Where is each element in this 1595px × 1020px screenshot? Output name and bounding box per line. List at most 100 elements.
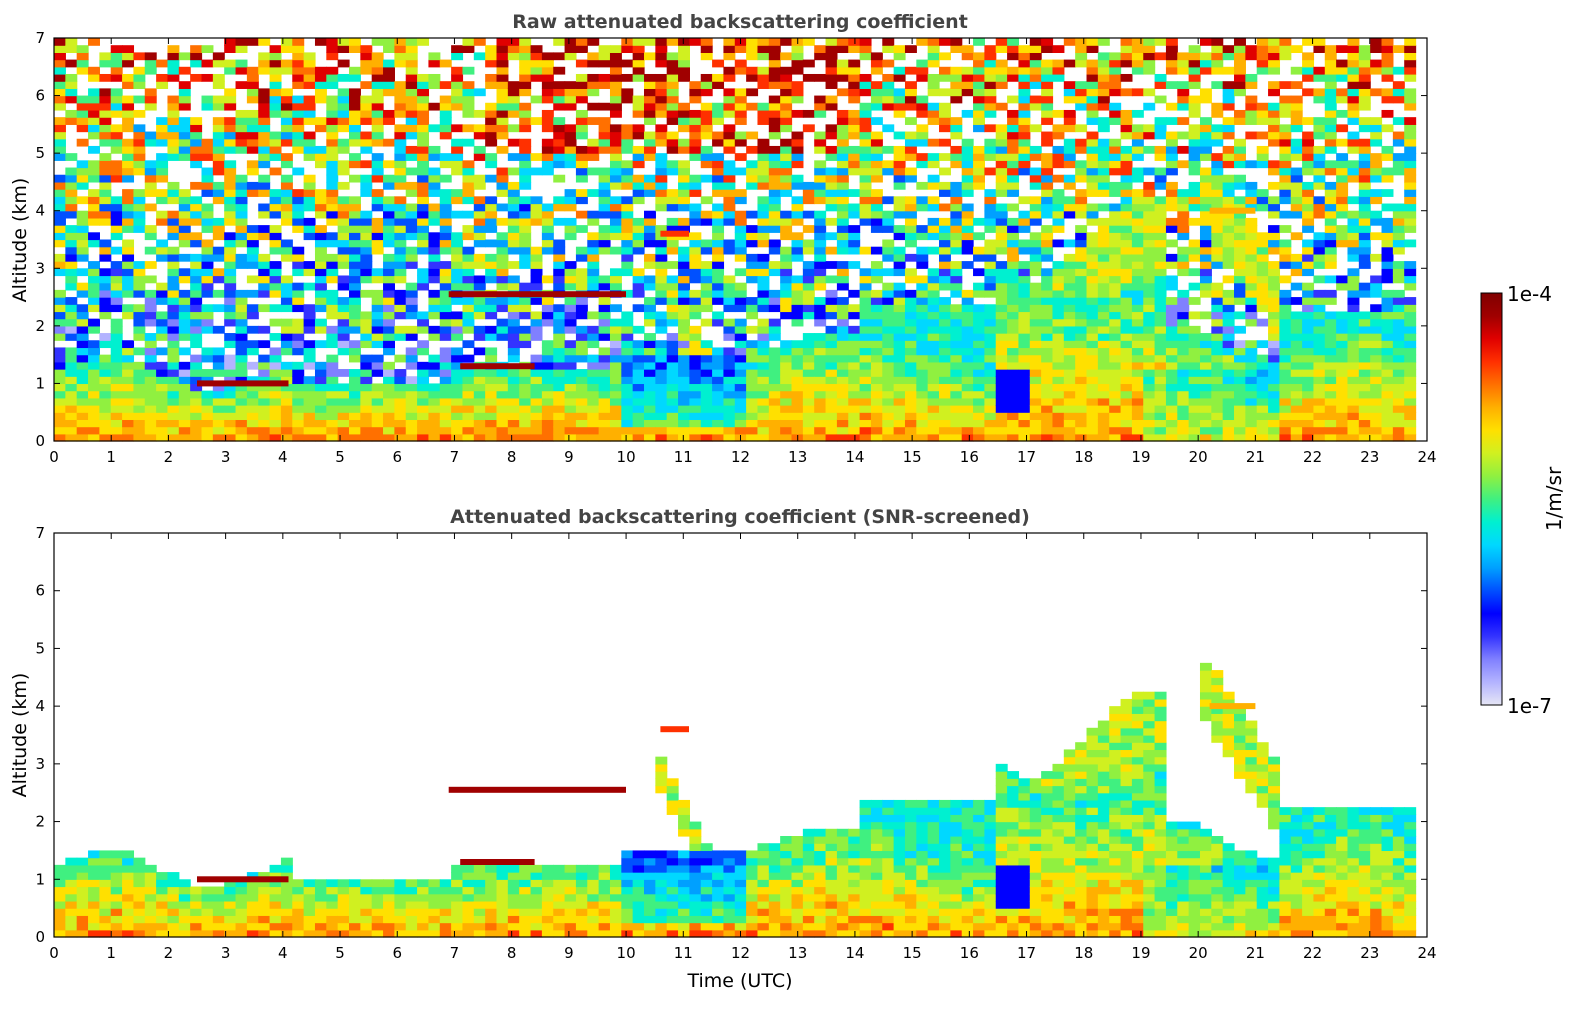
heatmap-cell (1177, 419, 1190, 428)
heatmap-cell (655, 412, 668, 421)
heatmap-cell (859, 347, 872, 356)
heatmap-cell (519, 196, 532, 205)
heatmap-cell (439, 347, 452, 356)
heatmap-cell (1029, 383, 1042, 392)
heatmap-cell (904, 412, 917, 421)
heatmap-cell (1234, 369, 1246, 377)
heatmap-cell (280, 88, 293, 97)
heatmap-cell (882, 325, 895, 334)
heatmap-cell (1041, 426, 1054, 435)
heatmap-cell (746, 73, 759, 82)
heatmap-cell (961, 167, 974, 176)
heatmap-cell (768, 412, 781, 421)
heatmap-cell (768, 131, 781, 140)
heatmap-cell (689, 153, 702, 161)
heatmap-cell (1256, 383, 1269, 392)
heatmap-cell (859, 189, 872, 197)
heatmap-cell (462, 138, 475, 147)
heatmap-cell (1245, 189, 1258, 197)
heatmap-cell (1075, 333, 1088, 341)
heatmap-cell (1256, 318, 1269, 327)
heatmap-cell (609, 73, 622, 82)
heatmap-cell (541, 59, 554, 68)
heatmap-cell (598, 225, 611, 233)
heatmap-cell (451, 361, 464, 370)
heatmap-cell (1199, 311, 1212, 320)
heatmap-cell (530, 412, 543, 421)
heatmap-cell (666, 217, 679, 226)
heatmap-cell (893, 196, 906, 205)
heatmap-cell (1097, 268, 1110, 277)
heatmap-cell (451, 369, 464, 377)
heatmap-cell (156, 81, 169, 89)
heatmap-cell (723, 419, 736, 428)
heatmap-cell (1109, 275, 1122, 284)
heatmap-cell (326, 124, 339, 133)
heatmap-cell (76, 390, 89, 399)
heatmap-cell (1120, 390, 1133, 399)
heatmap-cell (973, 318, 985, 327)
heatmap-cell (451, 376, 464, 385)
heatmap-cell (859, 109, 872, 118)
heatmap-cell (190, 124, 203, 133)
heatmap-cell (1029, 419, 1042, 428)
heatmap-cell (1302, 225, 1315, 233)
heatmap-cell (734, 333, 747, 341)
heatmap-cell (916, 419, 929, 428)
heatmap-cell (768, 124, 781, 133)
heatmap-cell (995, 246, 1008, 255)
heatmap-cell (587, 138, 600, 147)
heatmap-cell (530, 433, 543, 442)
heatmap-cell (939, 102, 951, 111)
heatmap-cell (768, 189, 781, 197)
heatmap-cell (133, 73, 146, 82)
heatmap-cell (144, 318, 157, 327)
heatmap-cell (1188, 109, 1201, 118)
heatmap-cell (235, 174, 248, 183)
heatmap-cell (734, 347, 747, 356)
heatmap-cell (178, 88, 191, 97)
heatmap-cell (655, 38, 668, 46)
heatmap-cell (496, 275, 509, 284)
heatmap-cell (54, 73, 66, 82)
heatmap-cell (678, 124, 690, 133)
heatmap-cell (632, 196, 645, 205)
heatmap-cell (428, 297, 441, 305)
heatmap-cell (1165, 304, 1178, 313)
heatmap-cell (314, 289, 327, 298)
heatmap-cell (632, 145, 645, 154)
heatmap-cell (246, 261, 259, 269)
heatmap-cell (1165, 376, 1178, 385)
heatmap-cell (1120, 239, 1133, 248)
heatmap-cell (939, 167, 951, 176)
heatmap-cell (825, 52, 838, 61)
heatmap-cell (1199, 66, 1212, 75)
heatmap-cell (88, 66, 100, 75)
heatmap-cell (587, 282, 600, 291)
heatmap-cell (882, 73, 895, 82)
heatmap-cell (791, 153, 804, 161)
heatmap-cell (644, 383, 656, 392)
heatmap-cell (1154, 354, 1167, 363)
heatmap-cell (984, 239, 997, 248)
heatmap-cell (269, 52, 282, 61)
heatmap-cell (927, 153, 940, 161)
heatmap-cell (666, 73, 679, 82)
heatmap-cell (1177, 160, 1190, 169)
heatmap-cell (485, 275, 498, 284)
heatmap-cell (428, 59, 441, 68)
heatmap-cell (405, 109, 418, 118)
heatmap-cell (1154, 390, 1167, 399)
heatmap-cell (1052, 59, 1065, 68)
heatmap-cell (984, 361, 997, 370)
heatmap-cell (825, 354, 838, 363)
heatmap-cell (632, 376, 645, 385)
heatmap-cell (1029, 246, 1042, 255)
heatmap-cell (984, 369, 997, 377)
heatmap-cell (462, 189, 475, 197)
heatmap-cell (1199, 181, 1212, 190)
heatmap-cell (144, 66, 157, 75)
heatmap-cell (1143, 275, 1156, 284)
heatmap-cell (723, 181, 736, 190)
heatmap-cell (859, 88, 872, 97)
